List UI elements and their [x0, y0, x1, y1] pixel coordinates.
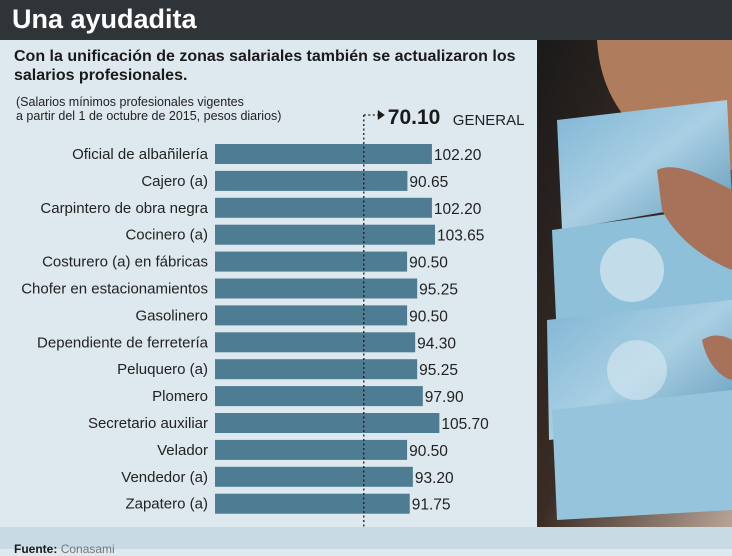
subtitle: Con la unificación de zonas salariales t…: [14, 48, 516, 84]
category-label: Secretario auxiliar: [88, 415, 208, 432]
source-value: Conasami: [60, 542, 115, 556]
bar: [215, 224, 436, 245]
value-label: 90.50: [409, 308, 448, 325]
bar: [215, 439, 408, 460]
bar: [215, 386, 423, 407]
category-label: Chofer en estacionamientos: [21, 281, 208, 298]
units-note-line-1: (Salarios mínimos profesionales vigentes: [16, 95, 244, 109]
header-bar: Una ayudadita: [0, 0, 732, 40]
value-label: 93.20: [415, 470, 454, 487]
category-label: Peluquero (a): [117, 361, 208, 378]
money-photo: [537, 40, 732, 527]
bar: [215, 413, 440, 433]
value-label: 91.75: [412, 497, 451, 514]
category-label: Carpintero de obra negra: [40, 200, 208, 217]
bar: [215, 278, 418, 299]
footer-bar: [0, 527, 732, 549]
bar: [215, 359, 418, 380]
page-title: Una ayudadita: [12, 4, 197, 34]
bar: [215, 197, 432, 218]
value-label: 95.25: [419, 362, 458, 379]
category-label: Zapatero (a): [125, 496, 208, 513]
units-note: (Salarios mínimos profesionales vigentes…: [16, 95, 316, 123]
category-label: Vendedor (a): [121, 469, 208, 486]
category-label: Costurero (a) en fábricas: [42, 254, 208, 271]
category-label: Plomero: [152, 388, 208, 405]
reference-label: GENERAL: [453, 112, 525, 129]
bar: [215, 305, 408, 326]
value-label: 102.20: [434, 201, 482, 218]
reference-value: 70.10: [388, 106, 441, 129]
value-label: 103.65: [437, 228, 484, 245]
category-label: Velador: [157, 442, 208, 459]
bar: [215, 170, 408, 191]
value-label: 94.30: [417, 335, 456, 352]
units-note-line-2: a partir del 1 de octubre de 2015, pesos…: [16, 109, 282, 123]
value-label: 97.90: [425, 389, 464, 406]
category-label: Oficial de albañilería: [72, 146, 209, 163]
category-label: Gasolinero: [135, 307, 208, 324]
bar: [215, 332, 416, 353]
bar: [215, 251, 408, 272]
value-label: 95.25: [419, 282, 458, 299]
bar: [215, 493, 410, 514]
source-line: Fuente: Conasami: [14, 542, 115, 556]
value-label: 90.50: [409, 255, 448, 272]
value-label: 90.65: [409, 174, 448, 191]
bar: [215, 466, 413, 487]
value-label: 102.20: [434, 147, 482, 164]
source-label: Fuente:: [14, 542, 58, 556]
value-label: 105.70: [441, 416, 489, 433]
value-label: 90.50: [409, 443, 448, 460]
bar: [215, 144, 432, 164]
category-label: Dependiente de ferretería: [37, 334, 209, 351]
category-label: Cajero (a): [141, 173, 208, 190]
bar-chart: Oficial de albañilería 102.20 Cajero (a) 90…: [21, 106, 525, 527]
category-label: Cocinero (a): [125, 227, 208, 244]
arrow-right-icon: [377, 110, 385, 120]
